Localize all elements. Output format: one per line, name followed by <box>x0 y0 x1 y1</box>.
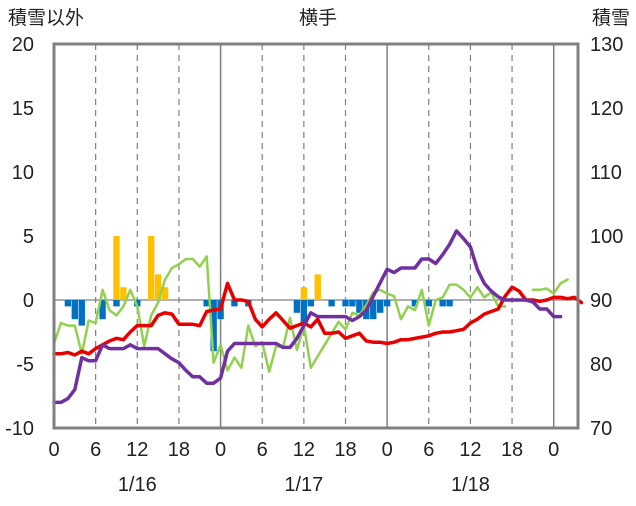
blue-bar <box>293 300 301 313</box>
x-hour-label: 0 <box>548 439 559 461</box>
orange-bar <box>161 287 169 300</box>
x-hour-label: 12 <box>293 439 315 461</box>
orange-bar <box>113 236 120 300</box>
blue-bar <box>78 300 85 326</box>
x-hour-label: 18 <box>334 439 356 461</box>
left-tick-label: -5 <box>16 354 34 376</box>
left-tick-label: 10 <box>12 162 34 184</box>
orange-bar <box>147 236 155 300</box>
x-hour-label: 6 <box>90 439 101 461</box>
orange-bar <box>300 287 308 300</box>
blue-bar <box>203 300 210 307</box>
blue-bar <box>64 300 72 307</box>
blue-bar <box>71 300 79 320</box>
right-tick-label: 70 <box>590 418 612 440</box>
orange-bar <box>120 287 127 300</box>
x-hour-label: 12 <box>126 439 148 461</box>
x-hour-label: 0 <box>48 439 59 461</box>
left-tick-label: 0 <box>23 290 34 312</box>
date-label: 1/17 <box>284 474 323 496</box>
blue-bar <box>300 300 308 326</box>
blue-bar <box>439 300 446 307</box>
blue-bar <box>113 300 120 307</box>
blue-bar <box>370 300 377 320</box>
right-tick-label: 120 <box>590 98 623 120</box>
right-tick-label: 80 <box>590 354 612 376</box>
left-tick-label: 5 <box>23 226 34 248</box>
right-tick-label: 90 <box>590 290 612 312</box>
date-label: 1/18 <box>451 474 490 496</box>
blue-bar <box>210 300 217 352</box>
green-series-line <box>531 278 569 295</box>
x-hour-label: 6 <box>423 439 434 461</box>
right-tick-label: 110 <box>590 162 622 184</box>
blue-bar <box>328 300 335 307</box>
x-hour-label: 18 <box>168 439 190 461</box>
left-tick-label: 20 <box>12 34 34 56</box>
blue-bar <box>411 300 419 307</box>
right-tick-label: 130 <box>590 34 623 56</box>
plot-frame <box>52 42 580 430</box>
left-tick-label: 15 <box>12 98 34 120</box>
blue-bar <box>377 300 384 313</box>
date-label: 1/16 <box>118 474 157 496</box>
x-hour-label: 6 <box>257 439 268 461</box>
orange-bar <box>314 274 321 300</box>
blue-bar <box>342 300 349 307</box>
blue-bar <box>446 300 453 307</box>
blue-bar <box>349 300 356 307</box>
blue-bar <box>356 300 363 313</box>
chart-title: 横手 <box>299 7 337 29</box>
red-series-line <box>52 281 584 357</box>
blue-bar <box>99 300 106 320</box>
line-layer <box>52 229 584 405</box>
x-hour-label: 0 <box>215 439 226 461</box>
x-hour-label: 0 <box>382 439 393 461</box>
right-tick-label: 100 <box>590 226 623 248</box>
blue-bar <box>383 300 391 307</box>
x-hour-label: 18 <box>501 439 523 461</box>
text-layer: 積雪以外 横手 積雪 <box>8 7 630 29</box>
right-axis-label: 積雪 <box>592 7 630 29</box>
blue-bar <box>231 300 238 307</box>
bar-layer <box>64 236 453 352</box>
grid-layer <box>54 44 578 428</box>
blue-bar <box>425 300 432 307</box>
orange-bar <box>154 274 162 300</box>
x-hour-label: 12 <box>459 439 481 461</box>
left-tick-label: -10 <box>5 418 34 440</box>
blue-bar <box>307 300 314 307</box>
left-axis-label: 積雪以外 <box>8 7 84 29</box>
purple-series-line <box>52 229 563 405</box>
